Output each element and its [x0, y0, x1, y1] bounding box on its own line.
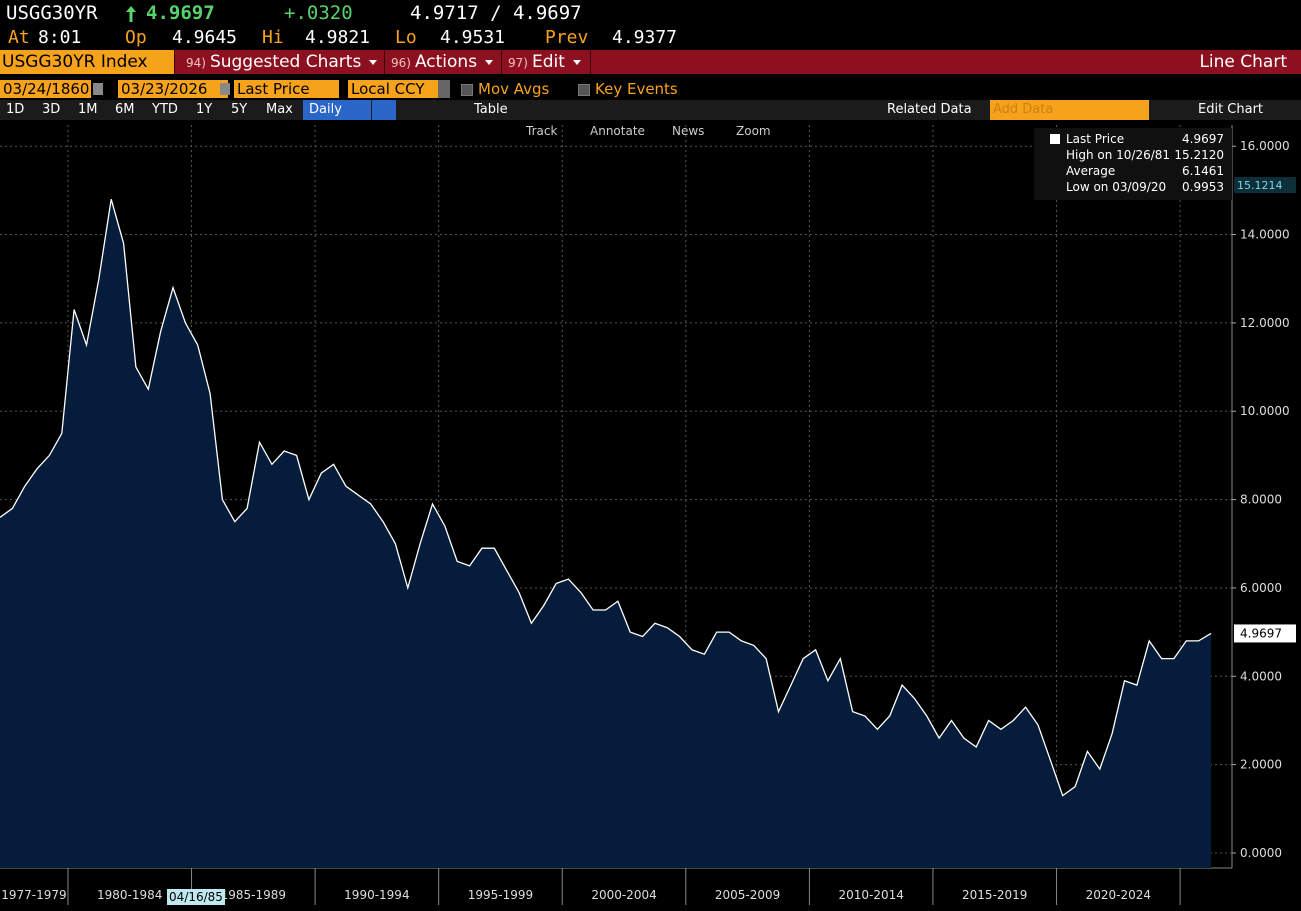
crosshair-tag: 15.1214: [1237, 179, 1283, 192]
at-label: At: [8, 27, 30, 48]
start-date[interactable]: 03/24/1860: [0, 80, 91, 98]
menu-item[interactable]: 97) Edit: [502, 50, 591, 74]
y-tick-label: 12.0000: [1240, 316, 1290, 330]
y-tick-label: 16.0000: [1240, 139, 1290, 153]
checkbox[interactable]: [461, 84, 473, 96]
period-button[interactable]: YTD: [152, 102, 178, 117]
period-button[interactable]: 1M: [78, 102, 98, 117]
legend-value: 6.1461: [1182, 164, 1224, 178]
crosshair-date-box: [167, 889, 225, 905]
line: [0, 199, 1212, 797]
legend-swatch: [1050, 134, 1060, 144]
y-tick-label: 6.0000: [1240, 581, 1282, 595]
key-events[interactable]: Key Events: [595, 80, 678, 98]
last-tag: 4.9697: [1240, 626, 1282, 640]
table-button[interactable]: Table: [474, 102, 508, 117]
x-tick-label: 1990-1994: [344, 888, 409, 902]
x-tick-label: 1977-1979: [1, 888, 66, 902]
related-data[interactable]: Related Data: [887, 102, 972, 117]
prev: 4.9377: [612, 27, 678, 48]
open-label: Op: [125, 27, 147, 48]
period-button[interactable]: 1Y: [196, 102, 213, 117]
legend-label: Average: [1066, 164, 1116, 178]
legend-label: Last Price: [1066, 132, 1125, 146]
menu-key: 97): [508, 56, 528, 70]
chart-type-button[interactable]: [372, 100, 396, 120]
tool-button[interactable]: Zoom: [736, 124, 771, 138]
y-tick-label: 14.0000: [1240, 228, 1290, 242]
tool-button[interactable]: Track: [526, 124, 558, 138]
calendar-icon[interactable]: [220, 83, 230, 95]
x-tick-label: 2010-2014: [838, 888, 903, 902]
end-date[interactable]: 03/23/2026: [118, 80, 228, 98]
y-tick-label: 10.0000: [1240, 404, 1290, 418]
high-label: Hi: [262, 27, 284, 48]
legend-value: 4.9697: [1182, 132, 1224, 146]
time: 8:01: [38, 27, 82, 48]
period-button[interactable]: 5Y: [231, 102, 248, 117]
y-tick-label: 2.0000: [1240, 758, 1282, 772]
legend-value: 15.2120: [1174, 148, 1224, 162]
x-tick-label: 2020-2024: [1086, 888, 1151, 902]
x-tick-label: 1995-1999: [468, 888, 533, 902]
field[interactable]: Last Price: [234, 80, 339, 98]
menu-key: 96): [391, 56, 411, 70]
bid-ask: 4.9717 / 4.9697: [410, 2, 582, 24]
x-tick-label: 1980-1984: [97, 888, 162, 902]
dropdown[interactable]: [438, 80, 450, 98]
ticker: USGG30YR: [6, 2, 98, 24]
menu-item[interactable]: 96) Actions: [385, 50, 502, 74]
change: +.0320: [284, 2, 353, 24]
menu-label: Edit: [531, 52, 565, 72]
menu-key: 94): [186, 56, 206, 70]
tool-button[interactable]: News: [672, 124, 705, 138]
legend-label: Low on 03/09/20: [1066, 180, 1167, 194]
period-button[interactable]: 1D: [6, 102, 25, 117]
up-arrow: [126, 6, 136, 22]
high: 4.9821: [305, 27, 371, 48]
x-tick-label: 2005-2009: [715, 888, 780, 902]
period-button[interactable]: 6M: [115, 102, 135, 117]
menu-bar: USGG30YR Index 94) Suggested Charts 96) Ac…: [0, 50, 1301, 74]
frequency-label: Daily: [309, 102, 342, 117]
x-tick-label: 1985-1989: [221, 888, 286, 902]
last-price: 4.9697: [146, 2, 215, 24]
menu-label: Suggested Charts: [209, 52, 362, 72]
security-field[interactable]: USGG30YR Index: [0, 50, 175, 74]
x-tick-label: 2000-2004: [591, 888, 656, 902]
crosshair-tag-box: [1234, 177, 1296, 194]
prev-label: Prev: [545, 27, 589, 48]
currency[interactable]: Local CCY: [348, 80, 441, 98]
legend-label: High on 10/26/81: [1066, 148, 1171, 162]
area: [0, 199, 1211, 868]
checkbox[interactable]: [578, 84, 590, 96]
low-label: Lo: [395, 27, 417, 48]
edit-chart[interactable]: Edit Chart: [1198, 102, 1264, 117]
crosshair-date: 04/16/85: [169, 890, 223, 904]
menu-label: Actions: [414, 52, 478, 72]
period-button[interactable]: 3D: [42, 102, 61, 117]
toolbar: 1D 3D 1M 6M YTD 1Y 5Y Max Daily Table Related D…: [0, 100, 1301, 120]
last-tag-box: [1234, 624, 1296, 643]
calendar-icon[interactable]: [93, 83, 103, 95]
x-tick-label: 2015-2019: [962, 888, 1027, 902]
y-tick-label: 0.0000: [1240, 846, 1282, 860]
open: 4.9645: [172, 27, 238, 48]
add-data[interactable]: Add Data: [990, 100, 1149, 120]
view-name: Line Chart: [1199, 52, 1287, 72]
y-tick-label: 8.0000: [1240, 493, 1282, 507]
period-button[interactable]: Max: [266, 102, 293, 117]
tool-button[interactable]: Annotate: [590, 124, 645, 138]
menu-item[interactable]: 94) Suggested Charts: [180, 50, 385, 74]
frequency[interactable]: Daily: [303, 100, 371, 120]
legend-value: 0.9953: [1182, 180, 1224, 194]
y-tick-label: 4.0000: [1240, 669, 1282, 683]
mov-avgs[interactable]: Mov Avgs: [478, 80, 550, 98]
low: 4.9531: [440, 27, 506, 48]
legend-box: Last Price 4.9697 High on 10/26/81 15.2120 A…: [1034, 128, 1232, 200]
